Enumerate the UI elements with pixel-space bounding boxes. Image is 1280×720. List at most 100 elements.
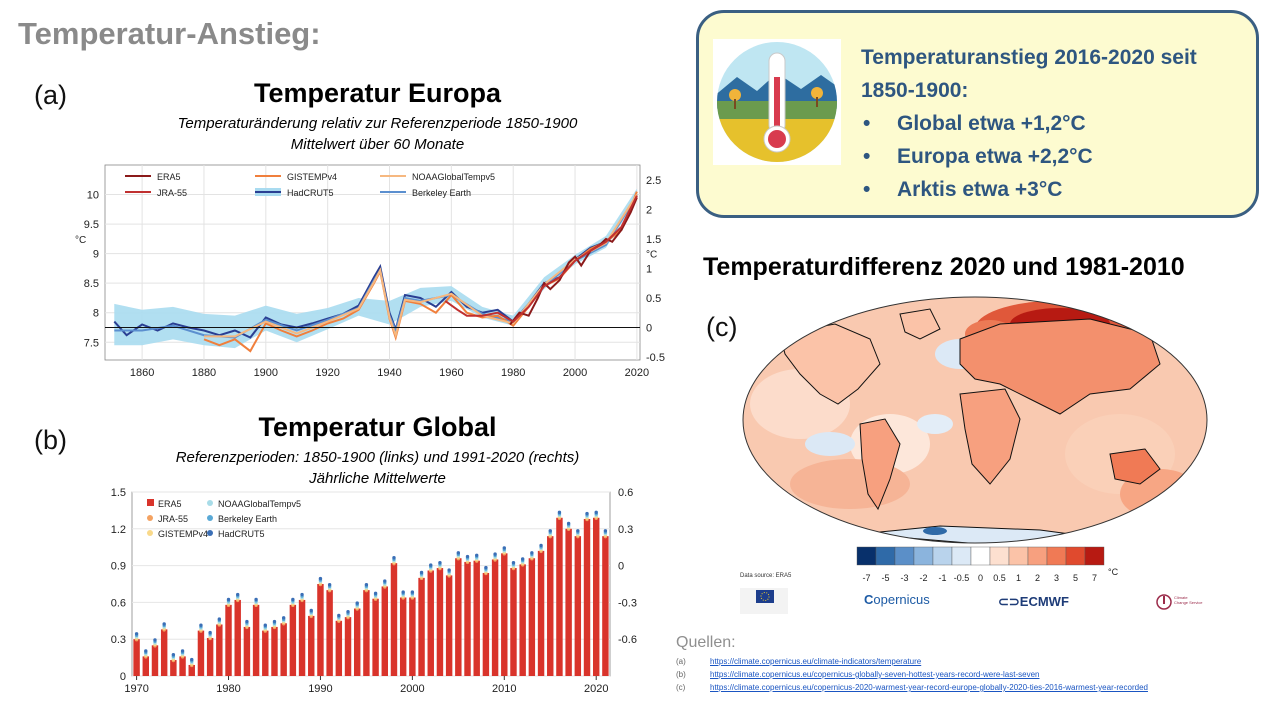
marker-2012 <box>520 557 525 561</box>
colorbar-tick: 1 <box>1016 573 1021 583</box>
marker-2000 <box>410 590 415 594</box>
marker-1980 <box>226 597 231 602</box>
colorbar-cell <box>951 546 972 566</box>
bar-1971 <box>142 656 150 676</box>
marker-1971 <box>144 649 148 653</box>
y2-tick-label: 0.3 <box>618 524 633 536</box>
bar-1981 <box>234 599 241 676</box>
colorbar-cell <box>894 546 915 566</box>
marker-2002 <box>429 563 433 567</box>
info-heading-2: 1850-1900: <box>861 79 969 102</box>
source-label-c: (c) <box>676 683 686 692</box>
x-tick-label: 1900 <box>254 367 278 379</box>
y2-tick-label: 1 <box>646 263 652 275</box>
source-link-c[interactable]: https://climate.copernicus.eu/copernicus… <box>710 683 1148 692</box>
y-tick-label: 7.5 <box>84 337 99 349</box>
x-tick-label: 1920 <box>315 367 339 379</box>
y2-tick-label: 0.6 <box>618 487 633 499</box>
marker-1983 <box>254 597 258 602</box>
bar-1999 <box>399 597 407 676</box>
y2-tick-label: 1.5 <box>646 234 661 246</box>
marker-2015 <box>548 529 552 533</box>
marker-1977 <box>199 623 203 627</box>
source-label-b: (b) <box>676 670 686 679</box>
marker-2003 <box>438 560 442 565</box>
series-line <box>444 195 638 323</box>
source-link-b[interactable]: https://climate.copernicus.eu/copernicus… <box>710 670 1040 679</box>
source-link-a[interactable]: https://climate.copernicus.eu/climate-in… <box>710 657 922 666</box>
y2-tick-label: 0 <box>618 561 624 573</box>
bar-1977 <box>197 630 205 676</box>
colorbar-tick: 3 <box>1054 573 1059 583</box>
bar-1978 <box>206 637 214 676</box>
copernicus-logo: Copernicus <box>864 592 930 607</box>
bar-1992 <box>335 620 343 676</box>
y-axis-unit: °C <box>75 235 86 246</box>
series-line <box>509 197 638 326</box>
copernicus-wordmark: opernicus <box>873 592 930 607</box>
marker-1986 <box>281 616 286 620</box>
copernicus-c-icon: C <box>864 592 874 607</box>
sources-heading: Quellen: <box>676 634 736 651</box>
bar-2020 <box>592 517 600 676</box>
colorbar-cell <box>875 546 896 566</box>
bar-2016 <box>556 517 563 676</box>
marker-2017 <box>566 521 571 526</box>
chart-b-title: Temperatur Global <box>258 412 497 442</box>
legend-swatch <box>147 530 153 536</box>
info-item-arctic: Arktis etwa +3°C <box>863 173 1197 206</box>
y-tick-label: 0.9 <box>111 561 126 573</box>
legend-label: Berkeley Earth <box>218 514 277 524</box>
y-tick-label: 0.3 <box>111 634 126 646</box>
colorbar-tick: -1 <box>938 573 946 583</box>
chart-a-subtitle-2: Mittelwert über 60 Monate <box>290 136 465 153</box>
bar-2013 <box>528 558 536 676</box>
bar-2000 <box>409 597 416 676</box>
marker-1994 <box>355 601 359 605</box>
legend-label: Berkeley Earth <box>412 188 471 198</box>
x-tick-label: 1990 <box>308 683 332 695</box>
colorbar-tick: -0.5 <box>954 573 970 583</box>
y-tick-label: 0 <box>120 671 126 683</box>
bar-1991 <box>326 590 333 676</box>
european-commission-logo <box>740 588 788 614</box>
x-tick-label: 2020 <box>625 367 649 379</box>
y2-tick-label: -0.6 <box>618 634 637 646</box>
legend-label: GISTEMPv4 <box>287 172 337 182</box>
bar-2001 <box>418 577 425 676</box>
panel-label-c: (c) <box>706 312 738 342</box>
source-row-b: (b) https://climate.copernicus.eu/coperni… <box>676 670 1039 679</box>
legend-label: HadCRUT5 <box>287 188 334 198</box>
info-item-europe: Europa etwa +2,2°C <box>863 140 1197 173</box>
colorbar-tick: 5 <box>1073 573 1078 583</box>
bar-2012 <box>519 564 526 676</box>
chart-a-subtitle-1: Temperaturänderung relativ zur Referenzp… <box>177 115 578 132</box>
legend-swatch <box>207 500 213 506</box>
marker-1995 <box>364 583 369 587</box>
x-tick-label: 1940 <box>377 367 401 379</box>
y-tick-label: 1.5 <box>111 487 126 499</box>
colorbar-cell <box>1008 546 1029 566</box>
marker-1988 <box>300 592 304 597</box>
marker-1984 <box>263 623 267 627</box>
marker-1997 <box>383 579 387 583</box>
ecmwf-wordmark: ECMWF <box>1019 594 1069 609</box>
marker-1991 <box>327 583 332 587</box>
marker-2016 <box>557 510 562 515</box>
y-tick-label: 0.6 <box>111 597 126 609</box>
y2-tick-label: 2.5 <box>646 175 661 187</box>
source-row-a: (a) https://climate.copernicus.eu/climate… <box>676 657 921 666</box>
x-tick-label: 1980 <box>501 367 525 379</box>
marker-2013 <box>530 551 534 555</box>
y-tick-label: 8 <box>93 308 99 320</box>
panel-label-a: (a) <box>34 80 67 110</box>
bar-1979 <box>216 624 223 676</box>
uncertainty-band <box>114 188 637 349</box>
bar-2015 <box>547 536 554 676</box>
bar-1974 <box>170 660 177 676</box>
source-label-a: (a) <box>676 657 686 666</box>
chart-a-title: Temperatur Europa <box>253 78 502 108</box>
colorbar-cell <box>1084 546 1105 566</box>
source-row-c: (c) https://climate.copernicus.eu/coperni… <box>676 683 1148 692</box>
chart-global: 0 0.3 0.6 0.9 1.2 1.5 -0.6 -0.3 0 0.3 0.6 1970 1980 1… <box>111 487 637 695</box>
